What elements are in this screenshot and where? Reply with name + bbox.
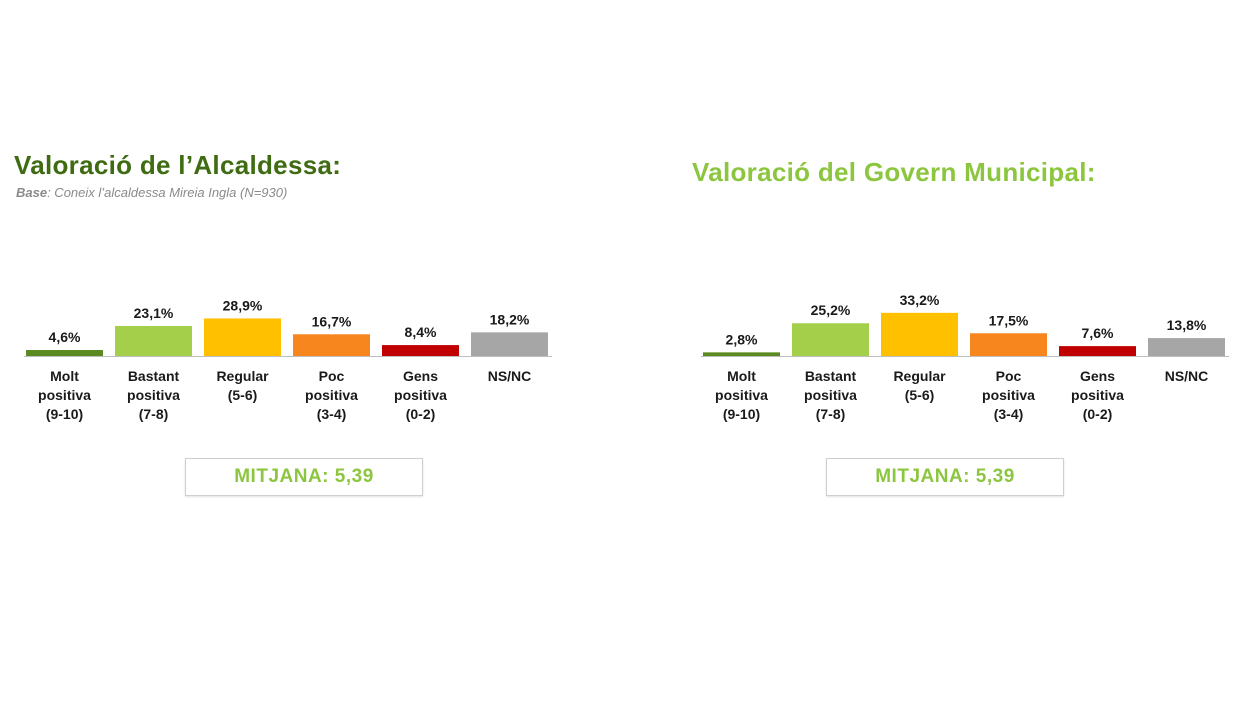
bar-bastant (115, 325, 192, 356)
chart-title: Valoració de l’Alcaldessa: (14, 150, 342, 180)
bar-gens (382, 345, 459, 356)
value-label-bastant: 23,1% (134, 305, 174, 321)
bar-regular (204, 318, 281, 356)
value-label-ns-nc: 18,2% (490, 311, 530, 327)
value-label-molt: 2,8% (726, 331, 758, 347)
bar-poc (293, 334, 370, 356)
category-label-regular: Regular (5-6) (893, 368, 946, 403)
value-label-molt: 4,6% (49, 329, 81, 345)
bar-poc (970, 333, 1047, 356)
chart-panel-govern: Valoració del Govern Municipal: 2,8% Molt… (630, 0, 1250, 703)
category-label-gens: Gens positiva (0-2) (394, 368, 447, 422)
chart-subtitle: Base: Coneix l’alcaldessa Mireia Ingla (… (16, 185, 287, 200)
category-label-ns-nc: NS/NC (1165, 368, 1209, 384)
subtitle-text: : Coneix l’alcaldessa Mireia Ingla (N=93… (47, 185, 288, 200)
category-label-ns-nc: NS/NC (488, 368, 532, 384)
value-label-poc: 16,7% (312, 313, 352, 329)
category-label-bastant: Bastant positiva (7-8) (127, 368, 180, 422)
bar-molt (703, 352, 780, 356)
bar-molt (26, 350, 103, 356)
chart-panel-alcaldessa: Valoració de l’Alcaldessa: Base: Coneix … (0, 0, 620, 703)
category-label-poc: Poc positiva (3-4) (982, 368, 1035, 422)
value-label-bastant: 25,2% (811, 302, 851, 318)
value-label-regular: 33,2% (900, 292, 940, 308)
chart-title: Valoració del Govern Municipal: (692, 157, 1096, 187)
value-label-poc: 17,5% (989, 312, 1029, 328)
bar-bastant (792, 323, 869, 356)
bar-chart-alcaldessa: 4,6% Molt positiva (9-10) 23,1% Bastant positi… (24, 297, 552, 422)
mitjana-box: MITJANA: 5,39 (185, 458, 423, 496)
category-label-poc: Poc positiva (3-4) (305, 368, 358, 422)
bar-ns-nc (1148, 338, 1225, 356)
bar-ns-nc (471, 332, 548, 356)
category-label-bastant: Bastant positiva (7-8) (804, 368, 857, 422)
value-label-ns-nc: 13,8% (1167, 317, 1207, 333)
value-label-gens: 8,4% (405, 324, 437, 340)
value-label-regular: 28,9% (223, 297, 263, 313)
bar-regular (881, 312, 958, 356)
category-label-molt: Molt positiva (9-10) (38, 368, 91, 422)
category-label-gens: Gens positiva (0-2) (1071, 368, 1124, 422)
bar-chart-govern: 2,8% Molt positiva (9-10) 25,2% Bastant positi… (701, 292, 1229, 422)
mitjana-box: MITJANA: 5,39 (826, 458, 1064, 496)
category-label-molt: Molt positiva (9-10) (715, 368, 768, 422)
subtitle-base-label: Base (16, 185, 48, 200)
value-label-gens: 7,6% (1082, 325, 1114, 341)
bar-gens (1059, 346, 1136, 356)
category-label-regular: Regular (5-6) (216, 368, 269, 403)
